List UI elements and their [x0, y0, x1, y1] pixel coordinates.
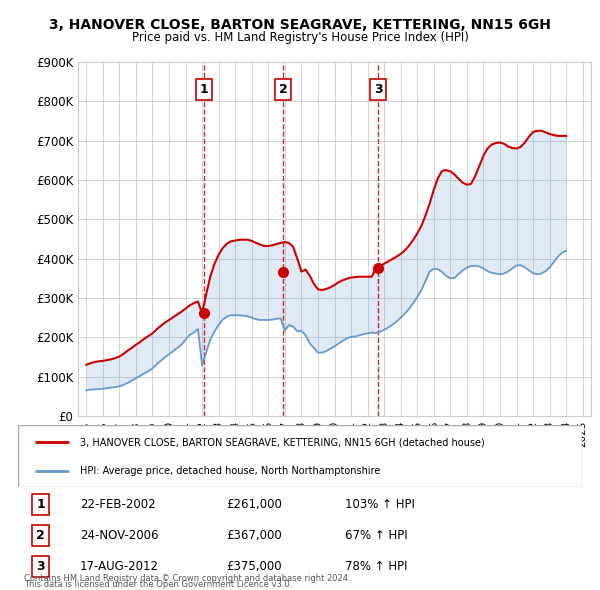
Text: 67% ↑ HPI: 67% ↑ HPI [345, 529, 408, 542]
Text: 3, HANOVER CLOSE, BARTON SEAGRAVE, KETTERING, NN15 6GH (detached house): 3, HANOVER CLOSE, BARTON SEAGRAVE, KETTE… [80, 437, 485, 447]
Text: 78% ↑ HPI: 78% ↑ HPI [345, 560, 407, 573]
Text: 1: 1 [200, 83, 209, 96]
Text: 103% ↑ HPI: 103% ↑ HPI [345, 498, 415, 511]
Text: This data is licensed under the Open Government Licence v3.0.: This data is licensed under the Open Gov… [24, 580, 292, 589]
Text: Price paid vs. HM Land Registry's House Price Index (HPI): Price paid vs. HM Land Registry's House … [131, 31, 469, 44]
Text: 1: 1 [36, 498, 45, 511]
Text: 17-AUG-2012: 17-AUG-2012 [80, 560, 159, 573]
Text: 3, HANOVER CLOSE, BARTON SEAGRAVE, KETTERING, NN15 6GH: 3, HANOVER CLOSE, BARTON SEAGRAVE, KETTE… [49, 18, 551, 32]
FancyBboxPatch shape [18, 425, 582, 487]
Text: Contains HM Land Registry data © Crown copyright and database right 2024.: Contains HM Land Registry data © Crown c… [24, 574, 350, 583]
Text: £375,000: £375,000 [227, 560, 283, 573]
Text: 22-FEB-2002: 22-FEB-2002 [80, 498, 155, 511]
Text: 24-NOV-2006: 24-NOV-2006 [80, 529, 158, 542]
Text: £261,000: £261,000 [227, 498, 283, 511]
Text: 3: 3 [374, 83, 382, 96]
Text: £367,000: £367,000 [227, 529, 283, 542]
Text: 3: 3 [36, 560, 45, 573]
Text: 2: 2 [279, 83, 287, 96]
Text: HPI: Average price, detached house, North Northamptonshire: HPI: Average price, detached house, Nort… [80, 466, 380, 476]
Text: 2: 2 [36, 529, 45, 542]
